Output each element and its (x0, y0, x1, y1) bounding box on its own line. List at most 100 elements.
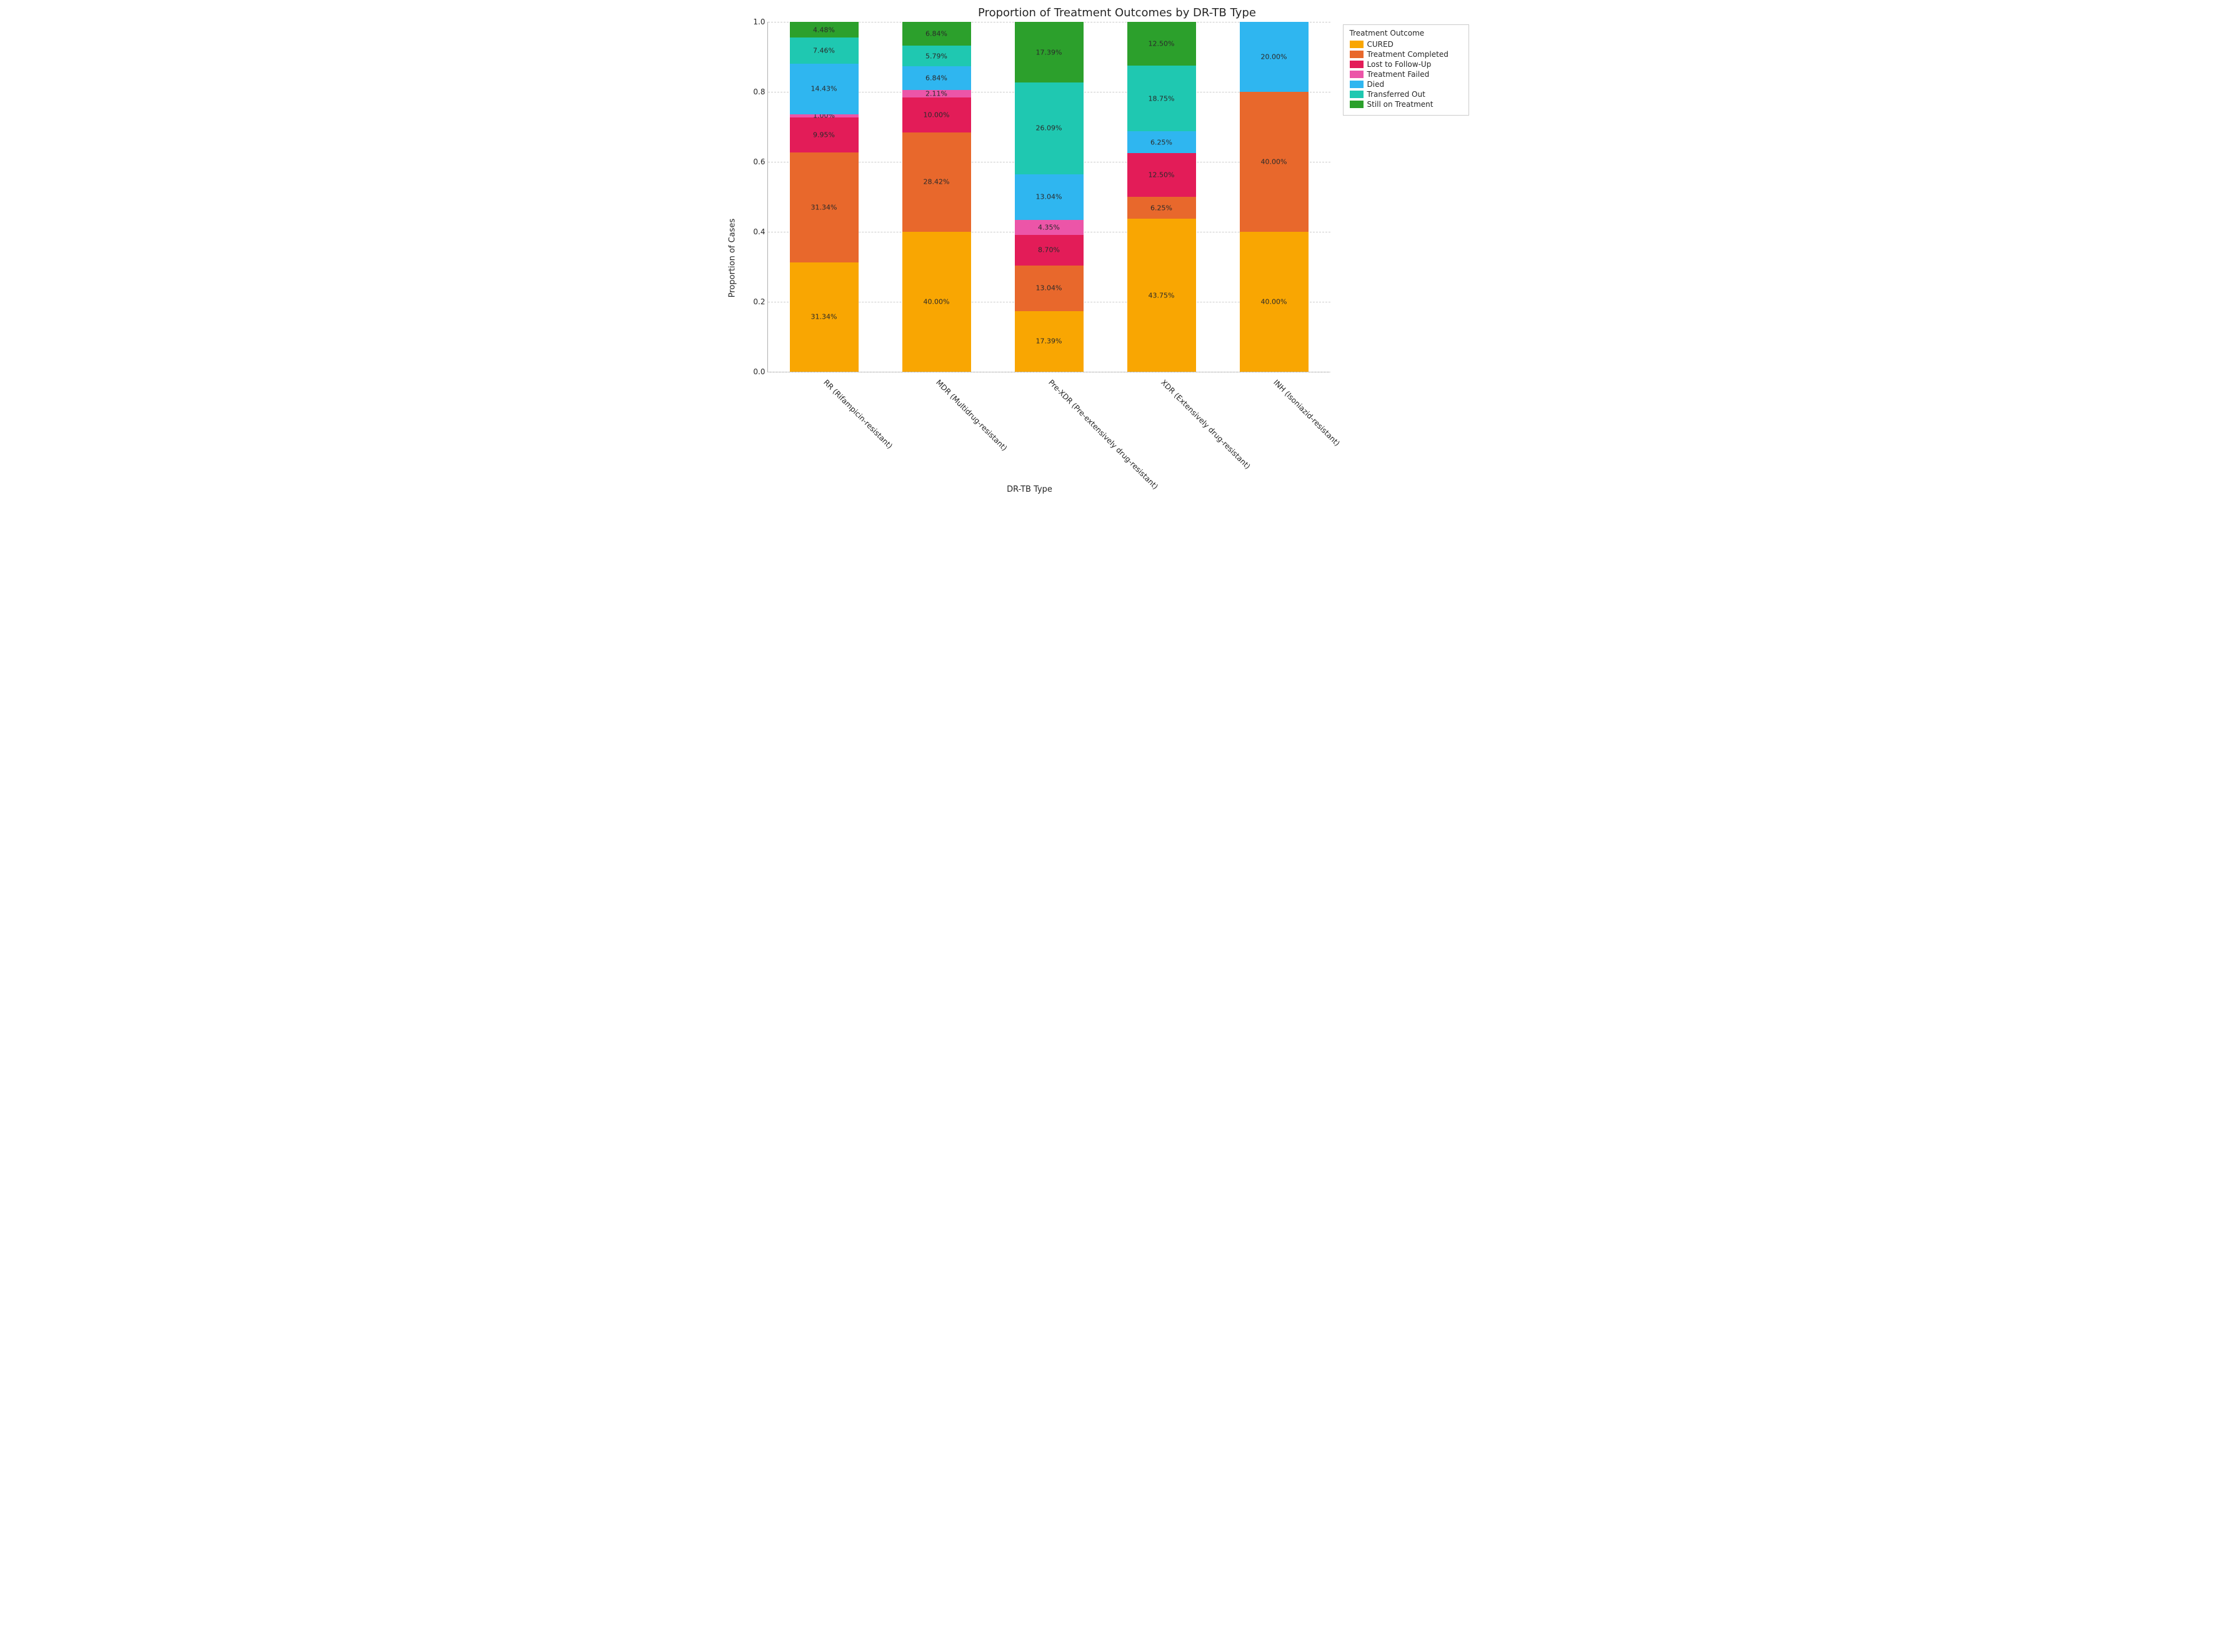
chart-container: Proportion of Treatment Outcomes by DR-T… (730, 6, 1505, 494)
segment-value-label: 10.00% (924, 111, 950, 119)
chart-title: Proportion of Treatment Outcomes by DR-T… (730, 6, 1505, 19)
segment-value-label: 13.04% (1036, 193, 1062, 201)
segment-value-label: 31.34% (811, 313, 837, 321)
legend-swatch (1350, 61, 1364, 68)
segment-value-label: 40.00% (1261, 158, 1287, 166)
legend-swatch (1350, 51, 1364, 58)
bar-segment-died: 20.00% (1240, 22, 1309, 92)
segment-value-label: 4.35% (1038, 223, 1060, 231)
legend-item: Died (1350, 80, 1462, 89)
y-tick-label: 1.0 (742, 17, 765, 26)
bar-segment-completed: 6.25% (1127, 197, 1196, 219)
legend-label: Died (1367, 80, 1385, 89)
segment-value-label: 40.00% (924, 298, 950, 306)
bar-segment-failed: 2.11% (902, 90, 971, 97)
segment-value-label: 12.50% (1149, 40, 1175, 48)
bar-segment-still: 17.39% (1015, 22, 1084, 82)
bar-segment-cured: 40.00% (902, 232, 971, 372)
bar-segment-completed: 28.42% (902, 132, 971, 232)
bar-segment-ltfu: 9.95% (790, 117, 859, 152)
legend-item: Lost to Follow-Up (1350, 60, 1462, 69)
legend-label: Transferred Out (1367, 90, 1425, 99)
bar-segment-died: 6.25% (1127, 131, 1196, 153)
y-tick-label: 0.6 (742, 157, 765, 166)
segment-value-label: 2.11% (925, 89, 947, 97)
bar-segment-ltfu: 12.50% (1127, 153, 1196, 197)
bar-segment-died: 14.43% (790, 64, 859, 114)
bar-segment-died: 6.84% (902, 66, 971, 90)
bar-segment-still: 4.48% (790, 22, 859, 37)
bar-segment-completed: 13.04% (1015, 266, 1084, 311)
segment-value-label: 4.48% (813, 26, 835, 34)
x-tick-label: MDR (Multidrug-resistant) (934, 378, 1009, 452)
y-tick-label: 0.4 (742, 227, 765, 236)
bar-segment-completed: 31.34% (790, 152, 859, 262)
bar-segment-transferred: 7.46% (790, 37, 859, 64)
segment-value-label: 18.75% (1149, 94, 1175, 102)
x-tick-label: XDR (Extensively drug-resistant) (1159, 378, 1252, 471)
x-tick-label: Pre-XDR (Pre-extensively drug-resistant) (1047, 378, 1160, 491)
bar-segment-transferred: 26.09% (1015, 82, 1084, 174)
segment-value-label: 17.39% (1036, 48, 1062, 56)
segment-value-label: 6.25% (1150, 204, 1172, 212)
legend-title: Treatment Outcome (1350, 29, 1462, 37)
x-tick-label: INH (Isoniazid-resistant) (1272, 378, 1342, 448)
plot-area: 0.00.20.40.60.81.031.34%31.34%9.95%1.00%… (767, 22, 1330, 372)
legend-item: Transferred Out (1350, 90, 1462, 99)
plot-row: Proportion of Cases 0.00.20.40.60.81.031… (730, 22, 1505, 494)
segment-value-label: 43.75% (1149, 291, 1175, 299)
bar-segment-cured: 40.00% (1240, 232, 1309, 372)
segment-value-label: 8.70% (1038, 246, 1060, 254)
legend-swatch (1350, 41, 1364, 48)
bar: 17.39% 13.04% 8.70% 4.35% 13.04% 26.09% 17.39% (1015, 22, 1084, 372)
y-tick-label: 0.0 (742, 367, 765, 376)
segment-value-label: 5.79% (925, 52, 947, 60)
plot-with-axes: Proportion of Cases 0.00.20.40.60.81.031… (730, 22, 1330, 494)
legend-swatch (1350, 81, 1364, 88)
bar-segment-cured: 43.75% (1127, 219, 1196, 372)
bar: 40.00% 40.00% 20.00% (1240, 22, 1309, 372)
legend-label: Treatment Completed (1367, 50, 1449, 59)
x-axis-label: DR-TB Type (730, 485, 1330, 494)
bar-segment-completed: 40.00% (1240, 92, 1309, 232)
legend-swatch (1350, 91, 1364, 98)
bar: 40.00% 28.42% 10.00% 2.11% 6.84% 5.79% 6.84% (902, 22, 971, 372)
legend-label: Still on Treatment (1367, 100, 1434, 109)
bar-segment-transferred: 18.75% (1127, 66, 1196, 131)
segment-value-label: 13.04% (1036, 284, 1062, 292)
legend-label: Treatment Failed (1367, 70, 1430, 79)
x-tick-label: RR (Rifampicin-resistant) (822, 378, 894, 450)
bar-segment-cured: 17.39% (1015, 311, 1084, 372)
segment-value-label: 7.46% (813, 47, 835, 55)
segment-value-label: 20.00% (1261, 53, 1287, 61)
legend-swatch (1350, 101, 1364, 108)
bar-segment-cured: 31.34% (790, 262, 859, 372)
legend-swatch (1350, 71, 1364, 78)
bar-segment-ltfu: 8.70% (1015, 235, 1084, 266)
legend-item: Treatment Failed (1350, 70, 1462, 79)
bar: 43.75% 6.25% 12.50% 6.25% 18.75% 12.50% (1127, 22, 1196, 372)
segment-value-label: 6.84% (925, 30, 947, 38)
segment-value-label: 6.25% (1150, 138, 1172, 146)
legend-label: CURED (1367, 40, 1394, 49)
segment-value-label: 28.42% (924, 178, 950, 186)
bar-segment-died: 13.04% (1015, 174, 1084, 220)
y-tick-label: 0.8 (742, 87, 765, 96)
bar-segment-transferred: 5.79% (902, 46, 971, 66)
legend-label: Lost to Follow-Up (1367, 60, 1432, 69)
bar-segment-failed: 1.00% (790, 114, 859, 118)
segment-value-label: 31.34% (811, 203, 837, 211)
segment-value-label: 9.95% (813, 131, 835, 139)
segment-value-label: 40.00% (1261, 298, 1287, 306)
bar: 31.34% 31.34% 9.95% 1.00% 14.43% 7.46% 4.48% (790, 22, 859, 372)
legend-item: Still on Treatment (1350, 100, 1462, 109)
segment-value-label: 26.09% (1036, 124, 1062, 132)
segment-value-label: 6.84% (925, 74, 947, 82)
segment-value-label: 12.50% (1149, 171, 1175, 179)
y-tick-label: 0.2 (742, 297, 765, 306)
legend-item: Treatment Completed (1350, 50, 1462, 59)
segment-value-label: 14.43% (811, 85, 837, 93)
y-axis-label: Proportion of Cases (727, 219, 737, 297)
bar-segment-still: 12.50% (1127, 22, 1196, 66)
segment-value-label: 17.39% (1036, 337, 1062, 346)
